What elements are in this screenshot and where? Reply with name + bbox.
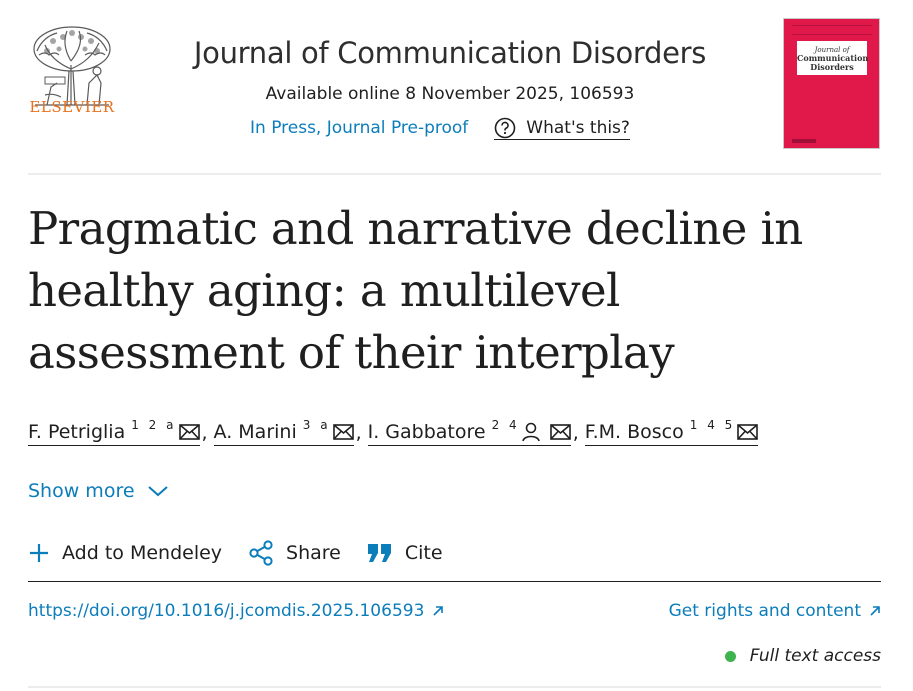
- mail-icon: [549, 423, 571, 440]
- mail-icon: [332, 423, 354, 440]
- external-link-icon: [433, 606, 444, 616]
- chevron-down-icon: [147, 486, 168, 497]
- whats-this-label: What's this?: [526, 117, 630, 138]
- access-status: Full text access: [724, 646, 881, 666]
- help-circle-icon: [494, 117, 516, 138]
- add-to-mendeley-button[interactable]: Add to Mendeley: [28, 542, 222, 564]
- cover-header-lines: [792, 25, 872, 35]
- cover-title-small: Journal of: [814, 46, 850, 54]
- elsevier-tree-icon[interactable]: [27, 14, 117, 120]
- author-marini[interactable]: A. Marini 3 a: [213, 417, 354, 446]
- header-divider: [28, 173, 881, 175]
- quote-icon: [367, 544, 391, 562]
- author-name: A. Marini: [213, 420, 297, 443]
- whats-this-button[interactable]: What's this?: [494, 117, 630, 140]
- show-more-label: Show more: [28, 480, 135, 502]
- access-label: Full text access: [749, 646, 881, 666]
- cover-footer-mark: [792, 139, 816, 143]
- article-status-row: In Press, Journal Pre-proof What's this?: [250, 115, 630, 141]
- author-petriglia[interactable]: F. Petriglia 1 2 a: [28, 417, 200, 446]
- author-gabbatore[interactable]: I. Gabbatore 2 4: [367, 417, 571, 446]
- author-separator: ,: [355, 422, 362, 444]
- doi-text: https://doi.org/10.1016/j.jcomdis.2025.1…: [28, 601, 425, 621]
- cover-title-box: Journal of Communication Disorders: [797, 41, 869, 75]
- author-list: F. Petriglia 1 2 a , A. Marini 3 a , I. …: [28, 417, 759, 448]
- author-bosco[interactable]: F.M. Bosco 1 4 5: [584, 417, 759, 446]
- plus-icon: [30, 544, 48, 562]
- access-dot-icon: [724, 650, 736, 662]
- person-icon: [521, 422, 540, 441]
- doi-link[interactable]: https://doi.org/10.1016/j.jcomdis.2025.1…: [28, 601, 444, 621]
- share-icon: [249, 540, 273, 566]
- author-separator: ,: [572, 422, 579, 444]
- bottom-divider: [28, 686, 881, 688]
- external-link-icon: [870, 606, 880, 616]
- share-label: Share: [286, 542, 341, 564]
- show-more-button[interactable]: Show more: [28, 480, 169, 502]
- author-affiliations: 2 4: [491, 417, 520, 432]
- cite-button[interactable]: Cite: [367, 542, 443, 564]
- author-affiliations: 3 a: [302, 417, 331, 432]
- author-affiliations: 1 2 a: [131, 417, 177, 432]
- journal-cover[interactable]: Journal of Communication Disorders: [783, 18, 880, 149]
- get-rights-link[interactable]: Get rights and content: [669, 601, 881, 621]
- author-name: I. Gabbatore: [367, 420, 486, 443]
- mail-icon: [737, 423, 759, 440]
- actions-divider: [28, 581, 881, 582]
- cite-label: Cite: [404, 542, 443, 564]
- rights-text: Get rights and content: [668, 601, 861, 621]
- publisher-name[interactable]: ELSEVIER: [29, 98, 115, 116]
- mail-icon: [178, 423, 200, 440]
- mendeley-label: Add to Mendeley: [62, 542, 223, 564]
- author-name: F.M. Bosco: [584, 420, 684, 443]
- author-name: F. Petriglia: [28, 420, 126, 443]
- cover-title: Communication Disorders: [797, 53, 869, 72]
- author-separator: ,: [201, 422, 208, 444]
- journal-pre-proof-link[interactable]: In Press, Journal Pre-proof: [250, 118, 469, 138]
- journal-header: ELSEVIER Journal of Communication Disord…: [0, 0, 913, 160]
- author-affiliations: 1 4 5: [689, 417, 736, 432]
- journal-title[interactable]: Journal of Communication Disorders: [193, 36, 707, 70]
- article-actions: Add to Mendeley Share Cite: [28, 537, 469, 569]
- availability-text: Available online 8 November 2025, 106593: [265, 84, 635, 104]
- article-title: Pragmatic and narrative decline in healt…: [28, 202, 803, 379]
- share-button[interactable]: Share: [248, 540, 341, 566]
